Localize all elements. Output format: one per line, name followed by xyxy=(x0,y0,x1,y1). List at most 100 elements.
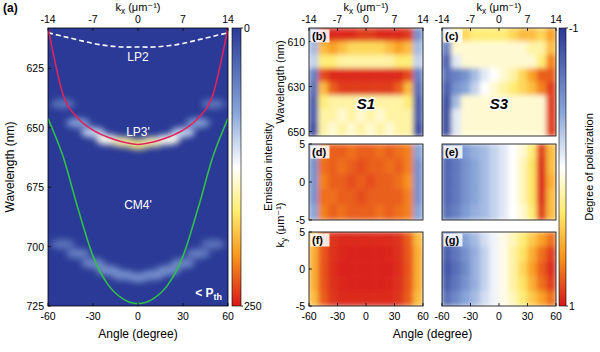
heatmap-cell xyxy=(375,205,385,221)
heatmap-cell xyxy=(489,291,499,306)
x-tick xyxy=(366,303,367,306)
heatmap-cell xyxy=(470,41,480,55)
label-patch xyxy=(444,234,463,247)
heatmap-cell xyxy=(470,68,480,82)
heatmap-cell xyxy=(318,82,328,96)
heatmap-cell xyxy=(461,276,471,291)
heatmap-cell xyxy=(546,68,556,82)
heatmap-cell xyxy=(347,261,357,276)
x2-tick-label: 7 xyxy=(180,13,186,25)
heatmap-cell xyxy=(385,276,395,291)
heatmap-cell xyxy=(394,276,404,291)
heatmap-cell xyxy=(318,189,328,205)
x2-axis-title: kx (μm⁻¹) xyxy=(344,1,389,16)
heatmap-cell xyxy=(546,82,556,96)
heatmap-cell xyxy=(356,82,366,96)
heatmap-cell xyxy=(337,261,347,276)
heatmap-cell xyxy=(309,205,319,221)
heatmap-cell xyxy=(309,291,319,306)
heatmap-cell xyxy=(451,159,461,175)
heatmap-cell xyxy=(347,109,357,123)
heatmap-cell xyxy=(461,291,471,306)
heatmap-cell xyxy=(394,55,404,69)
heatmap-cell xyxy=(499,232,509,247)
heatmap-cell xyxy=(394,68,404,82)
heatmap-cell xyxy=(527,95,537,109)
heatmap-cell xyxy=(546,144,556,160)
heatmap-cell xyxy=(461,68,471,82)
x-tick xyxy=(228,303,229,306)
heatmap-cell xyxy=(347,55,357,69)
y-tick xyxy=(48,68,51,69)
y-tick xyxy=(48,306,51,307)
heatmap-cell xyxy=(337,41,347,55)
heatmap-cell xyxy=(309,122,319,136)
heatmap-cell xyxy=(470,189,480,205)
heatmap-cell xyxy=(394,122,404,136)
dispersion-curve xyxy=(48,33,228,47)
x2-tick xyxy=(228,28,229,31)
x2-tick-label: -14 xyxy=(40,13,55,25)
heatmap-cell xyxy=(546,95,556,109)
curve-label: LP2 xyxy=(127,50,149,64)
heatmap-cell xyxy=(537,55,547,69)
heatmap-cell xyxy=(356,261,366,276)
x2-tick-label: -7 xyxy=(466,13,475,25)
heatmap-cell xyxy=(328,122,338,136)
heatmap-cell xyxy=(347,174,357,190)
heatmap-cell xyxy=(489,122,499,136)
heatmap-cell xyxy=(328,159,338,175)
heatmap-cell xyxy=(480,144,490,160)
heatmap-cell xyxy=(480,247,490,262)
heatmap-cell xyxy=(508,95,518,109)
stokes-label: S1 xyxy=(357,95,375,112)
y-axis-title: ky (μm⁻¹) xyxy=(274,203,289,248)
heatmap-cell xyxy=(394,261,404,276)
x2-tick xyxy=(499,28,500,31)
heatmap-cell xyxy=(508,159,518,175)
heatmap-cell xyxy=(461,109,471,123)
heatmap-cell xyxy=(480,276,490,291)
heatmap-cell xyxy=(404,189,414,205)
x2-tick xyxy=(442,28,443,31)
x-tick xyxy=(499,303,500,306)
plot-area xyxy=(309,28,423,136)
heatmap-cell xyxy=(461,41,471,55)
emission-point xyxy=(51,99,75,109)
y-tick-label: 650 xyxy=(26,122,44,134)
heatmap-cell xyxy=(461,174,471,190)
heatmap-cell xyxy=(489,68,499,82)
plot-frame xyxy=(442,28,556,136)
heatmap-cell xyxy=(489,189,499,205)
heatmap-cell xyxy=(413,41,423,55)
plot-background xyxy=(309,28,423,136)
label-patch xyxy=(444,146,463,159)
colorbar-tick xyxy=(241,306,243,307)
heatmap-cell xyxy=(527,28,537,42)
heatmap-cell xyxy=(404,291,414,306)
heatmap-cell xyxy=(309,68,319,82)
heatmap-cell xyxy=(375,41,385,55)
x-tick-label: 0 xyxy=(496,310,502,322)
heatmap-cell xyxy=(385,159,395,175)
heatmap-cell xyxy=(347,122,357,136)
emission-point xyxy=(66,249,90,259)
heatmap-cell xyxy=(461,95,471,109)
heatmap-cell xyxy=(394,28,404,42)
heatmap-cell xyxy=(442,205,452,221)
heatmap-cell xyxy=(508,41,518,55)
heatmap-cell xyxy=(385,174,395,190)
x2-tick-label: 0 xyxy=(496,13,502,25)
emission-point xyxy=(171,258,195,268)
heatmap-cell xyxy=(385,109,395,123)
x2-tick xyxy=(337,28,338,31)
heatmap-cell xyxy=(518,276,528,291)
heatmap-cell xyxy=(309,174,319,190)
heatmap-cell xyxy=(375,55,385,69)
colorbar-tick-label: 1 xyxy=(569,300,575,312)
heatmap-cell xyxy=(404,174,414,190)
heatmap-cell xyxy=(394,174,404,190)
heatmap-cell xyxy=(518,174,528,190)
heatmap-cell xyxy=(356,232,366,247)
heatmap-cell xyxy=(508,232,518,247)
